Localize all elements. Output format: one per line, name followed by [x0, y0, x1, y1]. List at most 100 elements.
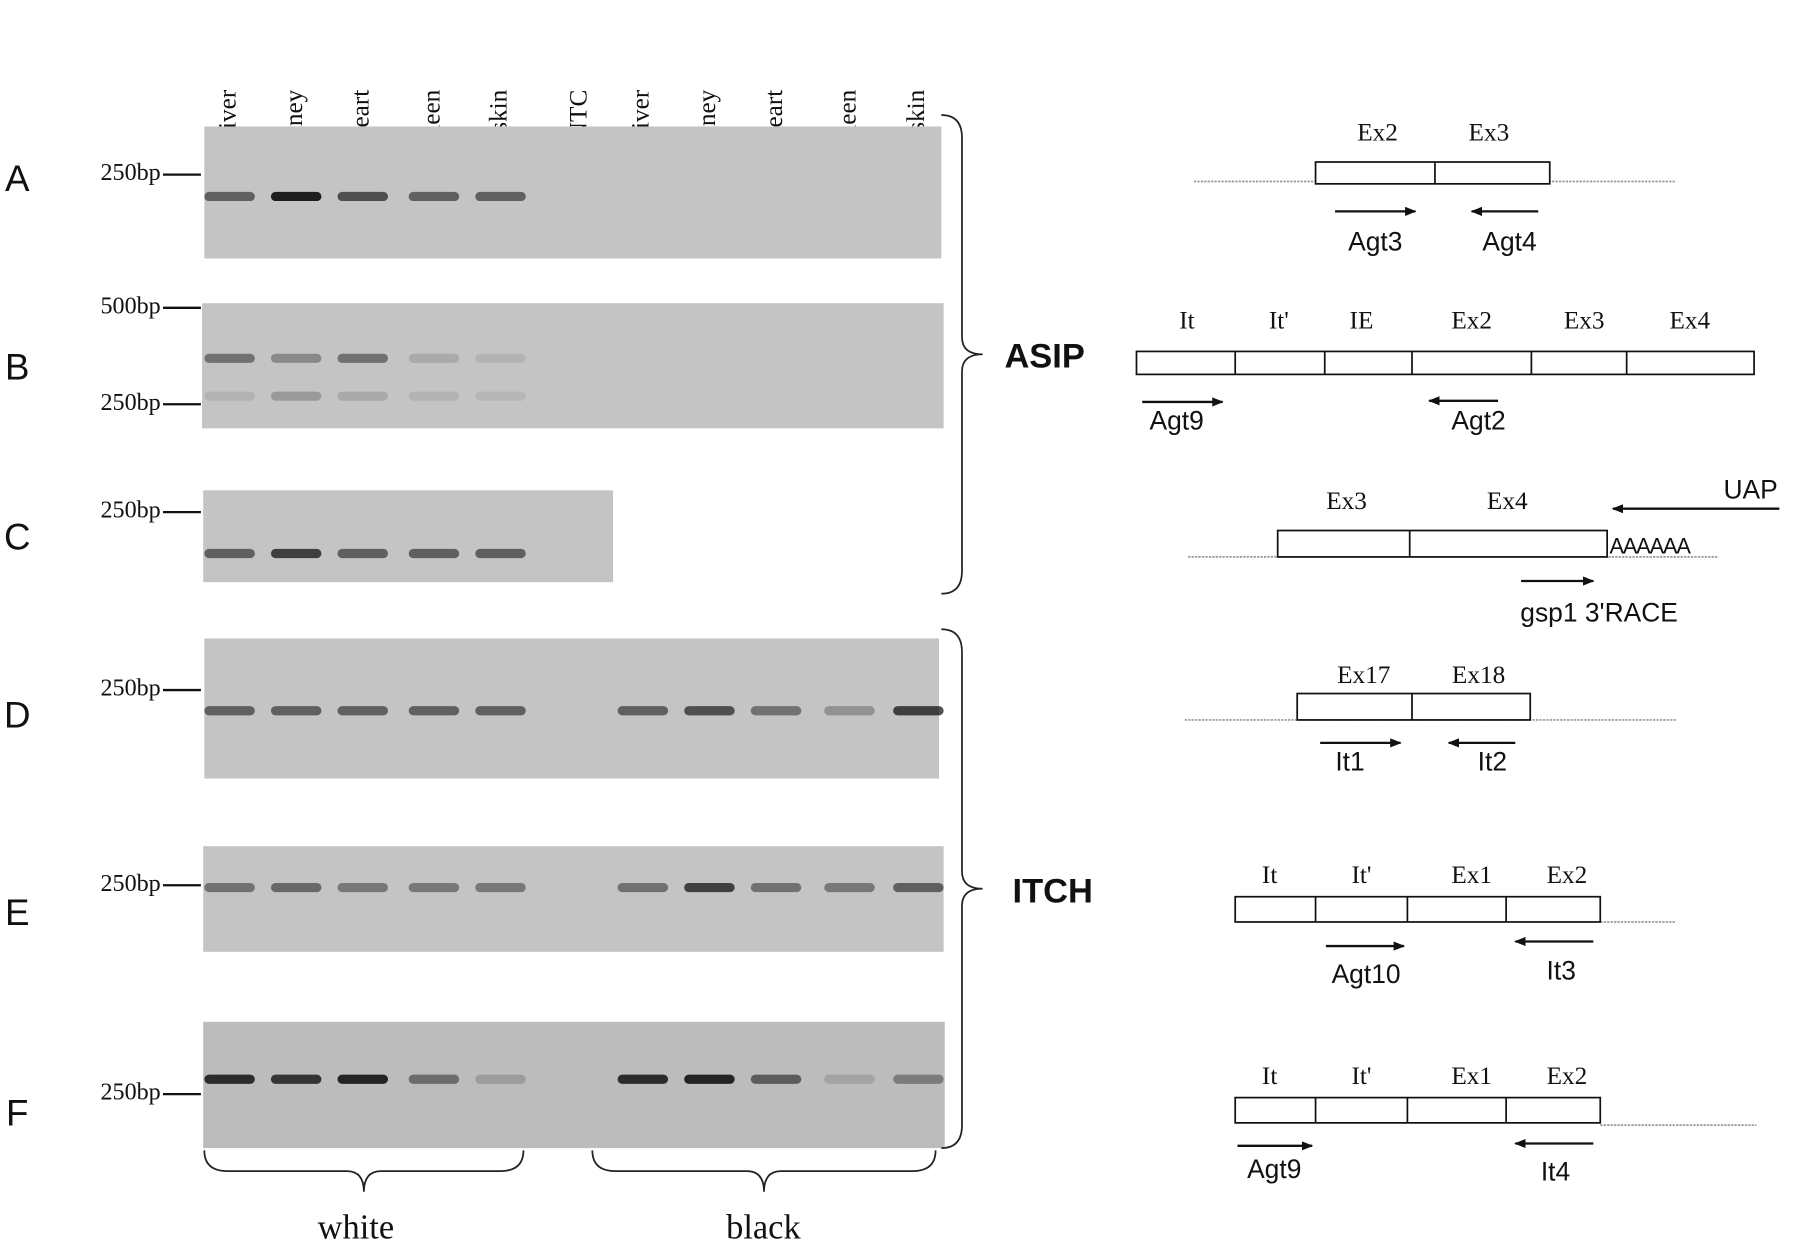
band [475, 706, 526, 716]
panel-letter: E [5, 892, 30, 933]
primer-label: Agt2 [1451, 406, 1505, 436]
band [270, 706, 322, 716]
band [337, 548, 389, 559]
size-marker: 250bp [100, 498, 160, 524]
primer-label: It3 [1547, 955, 1576, 985]
primer-label: It4 [1541, 1156, 1570, 1186]
panel-letter: B [5, 347, 30, 388]
group-brace [203, 1150, 525, 1192]
band [204, 882, 255, 893]
band [270, 353, 322, 363]
band [408, 1074, 460, 1084]
band [204, 706, 255, 716]
primer-label: Agt9 [1150, 406, 1204, 436]
primer-label: Agt3 [1348, 226, 1402, 256]
band [337, 191, 389, 202]
exon-box [1276, 529, 1609, 558]
exon-box [1296, 692, 1532, 721]
gene-label: ITCH [1013, 872, 1093, 910]
band [893, 706, 944, 716]
group-label: black [726, 1209, 801, 1247]
band [750, 1074, 802, 1084]
lane-label: skin [484, 89, 512, 131]
gene-label: ASIP [1004, 337, 1084, 375]
segment-label: Ex2 [1357, 118, 1398, 146]
band [337, 1074, 389, 1084]
segment-label: Ex18 [1452, 661, 1505, 689]
band [684, 706, 735, 716]
gel [203, 490, 614, 583]
band [893, 882, 944, 893]
primer-label: It2 [1478, 747, 1507, 777]
band [408, 882, 460, 893]
panel-letter: C [4, 516, 31, 557]
band [475, 548, 526, 559]
band [475, 882, 526, 893]
exon-box [1314, 161, 1551, 185]
band [204, 1074, 255, 1084]
segment-label: It' [1351, 861, 1371, 889]
segment-label: Ex4 [1669, 307, 1710, 335]
band [475, 1074, 526, 1084]
band [204, 353, 255, 363]
segment-label: Ex2 [1547, 1062, 1588, 1090]
size-marker: 250bp [100, 871, 160, 897]
segment-label: Ex1 [1451, 861, 1492, 889]
band [684, 1074, 735, 1084]
band [270, 1074, 322, 1084]
primer-label: UAP [1724, 474, 1778, 504]
gel [204, 126, 942, 259]
primer-label: Agt4 [1482, 226, 1536, 256]
gene-brace [941, 114, 983, 595]
size-marker: 250bp [100, 676, 160, 702]
band [617, 1074, 669, 1084]
primer-label: It1 [1335, 747, 1364, 777]
gel [202, 303, 944, 429]
band [408, 353, 460, 363]
segment-label: Ex2 [1451, 307, 1492, 335]
segment-label: It [1179, 307, 1194, 335]
segment-label: Ex1 [1451, 1062, 1492, 1090]
band [337, 391, 389, 401]
band [270, 548, 322, 559]
segment-label: It [1262, 861, 1277, 889]
segment-label: Ex4 [1487, 487, 1528, 515]
segment-label: Ex17 [1337, 661, 1390, 689]
exon-box [1234, 895, 1602, 923]
size-marker: 250bp [100, 390, 160, 416]
primer-label: Agt10 [1332, 959, 1401, 989]
primer-label: gsp1 3'RACE [1520, 597, 1678, 627]
panel-letter: D [4, 694, 31, 735]
band [204, 548, 255, 559]
band [408, 706, 460, 716]
gene-brace [941, 628, 983, 1149]
band [204, 191, 255, 202]
group-label: white [318, 1209, 394, 1247]
segment-label: It' [1351, 1062, 1371, 1090]
gel [203, 1021, 945, 1149]
segment-label: It' [1269, 307, 1289, 335]
polya-tail: AAAAAA [1609, 534, 1691, 559]
band [824, 1074, 875, 1084]
panel-letter: F [6, 1093, 28, 1134]
size-marker: 250bp [100, 1080, 160, 1106]
segment-label: Ex3 [1469, 118, 1510, 146]
exon-box [1135, 350, 1755, 376]
band [684, 882, 735, 893]
band [204, 391, 255, 401]
segment-label: IE [1350, 307, 1374, 335]
band [408, 548, 460, 559]
band [337, 706, 389, 716]
band [337, 882, 389, 893]
size-marker: 500bp [100, 293, 160, 319]
band [824, 882, 875, 893]
segment-label: It [1262, 1062, 1277, 1090]
band [270, 191, 322, 202]
band [824, 706, 875, 716]
exon-box [1234, 1096, 1602, 1124]
band [475, 191, 526, 202]
band [270, 882, 322, 893]
band [893, 1074, 944, 1084]
segment-label: Ex3 [1326, 487, 1367, 515]
band [617, 882, 669, 893]
